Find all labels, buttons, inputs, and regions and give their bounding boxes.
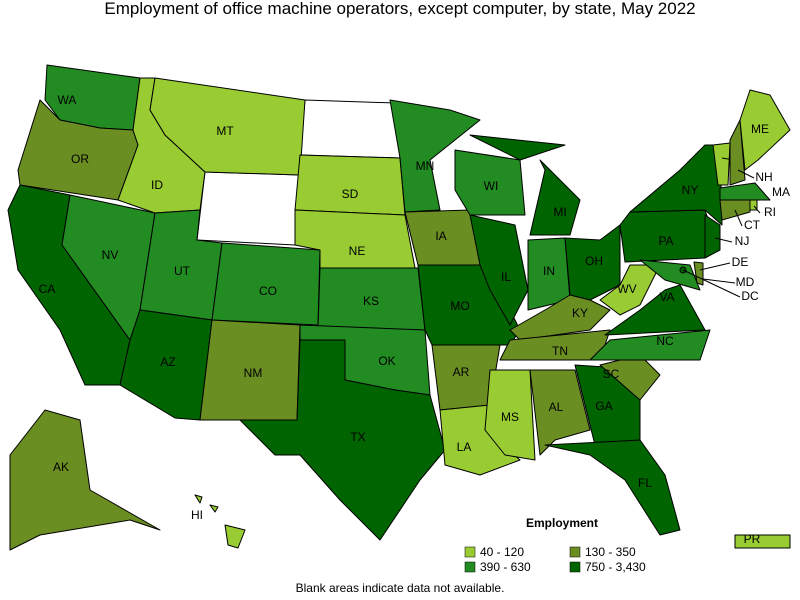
- state: [604, 284, 706, 336]
- state-label: MA: [772, 185, 790, 199]
- state-label: MD: [736, 275, 755, 289]
- state: [719, 182, 771, 201]
- state-label: UT: [174, 264, 191, 278]
- state-label: PR: [744, 532, 761, 546]
- state-label: FL: [638, 476, 652, 490]
- state-label: NY: [682, 183, 699, 197]
- state-label: KY: [572, 306, 588, 320]
- legend-label: 130 - 350: [585, 545, 636, 559]
- state-label: SC: [603, 367, 620, 381]
- state-no-data: [299, 99, 401, 159]
- state-label: AL: [549, 400, 564, 414]
- state-label: TN: [552, 344, 568, 358]
- state: [484, 369, 536, 461]
- state-label: WI: [484, 179, 499, 193]
- state-label: AZ: [160, 355, 175, 369]
- state-label: DC: [741, 289, 759, 303]
- state-label: NJ: [735, 234, 750, 248]
- state: [9, 409, 161, 551]
- map-title: Employment of office machine operators, …: [104, 0, 695, 18]
- state-label: NV: [102, 248, 119, 262]
- state-label: WV: [617, 282, 636, 296]
- state-label: RI: [764, 205, 776, 219]
- state-label: NE: [349, 244, 366, 258]
- state-label: SD: [342, 187, 359, 201]
- state-label: ID: [151, 178, 163, 192]
- state-label: AK: [53, 460, 69, 474]
- state-label: IA: [435, 229, 446, 243]
- state: [194, 494, 203, 504]
- leader-line: [699, 262, 731, 271]
- state-label: OH: [585, 254, 603, 268]
- state-label: NC: [656, 334, 674, 348]
- state-label: DE: [732, 255, 749, 269]
- state: [734, 534, 791, 549]
- state: [454, 149, 526, 216]
- legend-label: 390 - 630: [480, 560, 531, 574]
- leader-line: [714, 237, 733, 243]
- state: [589, 329, 711, 361]
- legend-title: Employment: [526, 516, 598, 530]
- leader-line: [682, 269, 741, 298]
- state-label: NM: [244, 366, 263, 380]
- state-label: HI: [191, 508, 203, 522]
- legend-label: 750 - 3,430: [585, 560, 646, 574]
- state-label: WA: [58, 93, 77, 107]
- state-label: LA: [457, 440, 472, 454]
- state: [469, 134, 566, 161]
- state-no-data: [196, 171, 301, 246]
- state: [544, 439, 681, 536]
- state-label: MT: [216, 124, 234, 138]
- state-label: IN: [543, 264, 555, 278]
- state-label: VA: [659, 290, 674, 304]
- state: [739, 89, 791, 171]
- state: [209, 504, 219, 513]
- state-label: MO: [450, 299, 469, 313]
- state-label: KS: [363, 294, 379, 308]
- state-label: MN: [416, 159, 435, 173]
- state: [294, 154, 406, 216]
- state-label: OK: [378, 354, 395, 368]
- footnote: Blank areas indicate data not available.: [296, 581, 505, 595]
- state: [704, 214, 721, 259]
- state-label: MS: [501, 410, 519, 424]
- legend-swatch: [464, 561, 476, 573]
- legend-swatch: [569, 561, 581, 573]
- state-label: TX: [350, 430, 365, 444]
- state-label: GA: [595, 399, 612, 413]
- state-label: CT: [744, 218, 761, 232]
- state: [529, 159, 581, 236]
- state: [149, 77, 306, 176]
- state: [239, 339, 446, 541]
- state-label: PA: [658, 234, 673, 248]
- legend: 40 - 120 130 - 350 390 - 630 750 - 3,430: [464, 545, 646, 574]
- leader-line: [737, 169, 755, 179]
- state: [499, 329, 611, 361]
- state-label: CA: [39, 282, 56, 296]
- states: WA OR CA NV ID MT UT CO AZ NM SD NE KS OK TX MN IA MO AR LA…: [7, 64, 791, 551]
- legend-swatch: [464, 546, 476, 558]
- state-label: IL: [501, 270, 511, 284]
- state: [712, 142, 731, 186]
- state-label: ME: [751, 122, 769, 136]
- legend-label: 40 - 120: [480, 545, 524, 559]
- state-label: NH: [755, 170, 772, 184]
- state: [224, 524, 246, 549]
- leader-line: [734, 209, 743, 227]
- legend-swatch: [569, 546, 581, 558]
- state-label: MI: [553, 205, 566, 219]
- state-label: AR: [453, 365, 470, 379]
- state: [389, 99, 481, 213]
- state: [469, 214, 529, 326]
- leader-line: [753, 205, 761, 214]
- state-label: CO: [259, 284, 277, 298]
- state-label: OR: [71, 152, 89, 166]
- state: [529, 369, 591, 456]
